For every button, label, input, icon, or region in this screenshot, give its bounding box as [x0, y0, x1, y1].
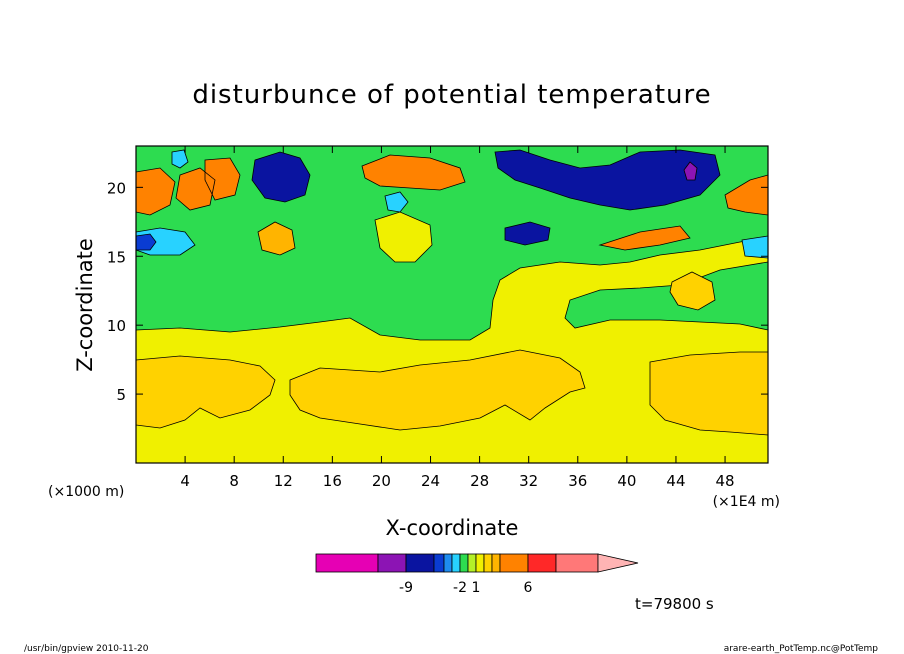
- colorbar-box: [499, 553, 529, 573]
- plot-frame: [135, 145, 769, 464]
- colorbar-box: [483, 553, 493, 573]
- x-tick-label: 48: [716, 472, 735, 490]
- x-tick-label: 44: [666, 472, 685, 490]
- colorbar-box: [443, 553, 453, 573]
- x-tick-label: 24: [421, 472, 440, 490]
- x-tick-label: 40: [617, 472, 636, 490]
- colorbar-box: [315, 553, 379, 573]
- x-exponent-label: (×1E4 m): [713, 494, 780, 510]
- footer-right: arare-earth_PotTemp.nc@PotTemp: [724, 644, 879, 654]
- colorbar-box: [555, 553, 599, 573]
- region-warm-core-mid: [361, 154, 466, 191]
- x-axis-label: X-coordinate: [386, 516, 519, 540]
- colorbar-box: [459, 553, 469, 573]
- region-light-orange-blob: [669, 271, 716, 311]
- colorbar-tick-label: -9: [399, 580, 413, 596]
- region-cyan-pocket-right: [741, 235, 768, 259]
- region-blue-pocket-left: [136, 233, 157, 251]
- colorbar: -9 -2 1 6: [315, 553, 639, 596]
- y-axis: 5 10 15 20: [107, 179, 768, 404]
- plot-area: [136, 146, 768, 463]
- region-warm-core-left: [136, 157, 241, 216]
- x-unit-label: (×1000 m): [48, 484, 124, 500]
- region-cyan-spot-top: [171, 149, 189, 169]
- time-label: t=79800 s: [635, 595, 714, 613]
- x-tick-label: 32: [519, 472, 538, 490]
- x-tick-label: 16: [323, 472, 342, 490]
- y-tick-label: 20: [107, 179, 126, 197]
- x-tick-label: 36: [568, 472, 587, 490]
- colorbar-tick-label: 1: [472, 580, 481, 596]
- region-lower-orange-band-mid: [289, 349, 586, 431]
- colorbar-tick-label: -2: [453, 580, 467, 596]
- colorbar-tick-label: 6: [524, 580, 533, 596]
- region-lower-orange-band-right: [649, 351, 768, 436]
- colorbar-extension: [597, 553, 639, 573]
- y-axis-label: Z-coordinate: [73, 238, 97, 372]
- region-yellow-blob-top: [374, 211, 433, 263]
- x-tick-label: 20: [372, 472, 391, 490]
- x-axis: 4 8 12 16 20 24 28 32 36 40 44 48: [180, 146, 735, 490]
- colorbar-box: [405, 553, 435, 573]
- colorbar-box: [377, 553, 407, 573]
- y-tick-label: 5: [116, 386, 126, 404]
- colorbar-box: [433, 553, 445, 573]
- region-magenta-spot: [683, 161, 698, 181]
- colorbar-box: [491, 553, 501, 573]
- footer-left: /usr/bin/gpview 2010-11-20: [24, 644, 149, 654]
- x-tick-label: 12: [274, 472, 293, 490]
- chart-title: disturbunce of potential temperature: [192, 80, 711, 110]
- colorbar-box: [475, 553, 485, 573]
- region-warm-core-right: [598, 174, 768, 251]
- y-tick-label: 10: [107, 317, 126, 335]
- colorbar-box: [451, 553, 461, 573]
- y-tick-label: 15: [107, 248, 126, 266]
- x-tick-label: 4: [180, 472, 190, 490]
- x-tick-label: 28: [470, 472, 489, 490]
- colorbar-box: [467, 553, 477, 573]
- region-cyan-spot-mid: [384, 191, 409, 213]
- x-tick-label: 8: [229, 472, 239, 490]
- region-cold-core-mid: [251, 151, 311, 203]
- region-lower-orange-band-left: [136, 355, 276, 429]
- region-cold-core-right: [494, 149, 721, 246]
- region-orange-blob-upper-left: [257, 221, 296, 256]
- colorbar-box: [527, 553, 557, 573]
